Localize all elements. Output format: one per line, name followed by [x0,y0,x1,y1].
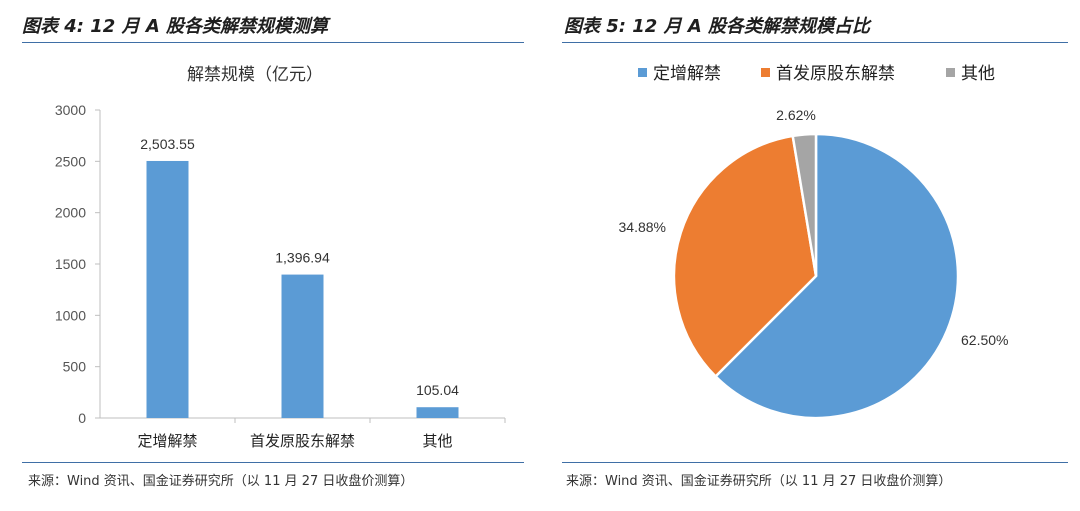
y-tick-label: 500 [63,359,87,375]
bar [146,160,189,418]
legend-label: 首发原股东解禁 [776,64,895,84]
figure-title: 图表 4: 12 月 A 股各类解禁规模测算 [22,16,329,37]
category-label: 首发原股东解禁 [250,432,355,450]
source-divider [22,462,524,463]
pie-chart: 定增解禁 首发原股东解禁 其他 62.50% 34.88% 2.62% [619,64,1008,420]
chart-title: 解禁规模（亿元） [187,65,323,85]
data-label: 2.62% [776,107,816,123]
bar-chart-panel: 图表 4: 12 月 A 股各类解禁规模测算 解禁规模（亿元） 0 500 1000 1… [0,0,530,511]
y-tick-label: 1000 [55,307,86,323]
source-divider [562,462,1068,463]
data-label: 2,503.55 [140,136,195,152]
legend-label: 定增解禁 [653,64,721,84]
y-tick-label: 2500 [55,153,86,169]
bar [416,407,459,418]
pie-chart-panel: 图表 5: 12 月 A 股各类解禁规模占比 定增解禁 首发原股东解禁 其他 62.5… [548,0,1068,511]
data-label: 1,396.94 [275,250,330,266]
pie-slice [791,132,818,277]
y-tick-label: 2000 [55,205,86,221]
category-label: 定增解禁 [137,432,197,450]
legend-label: 其他 [961,64,995,84]
title-divider [22,42,524,43]
pie-slice [672,134,818,379]
data-label: 62.50% [961,332,1008,348]
data-label: 105.04 [416,382,459,398]
bar [281,274,324,418]
legend-swatch [638,68,647,77]
title-divider [562,42,1068,43]
legend-swatch [761,68,770,77]
category-label: 其他 [422,432,452,450]
data-label: 34.88% [619,219,666,235]
source-note: 来源：Wind 资讯、国金证券研究所（以 11 月 27 日收盘价测算） [28,474,414,489]
figure-title: 图表 5: 12 月 A 股各类解禁规模占比 [564,16,871,37]
bar-chart: 解禁规模（亿元） 0 500 1000 1500 2000 2500 3000 2,503.55… [55,65,506,450]
y-tick-label: 0 [78,410,86,426]
y-tick-label: 3000 [55,102,86,118]
source-note: 来源：Wind 资讯、国金证券研究所（以 11 月 27 日收盘价测算） [566,474,952,489]
pie-slice [713,132,960,420]
legend-swatch [946,68,955,77]
y-tick-label: 1500 [55,256,86,272]
